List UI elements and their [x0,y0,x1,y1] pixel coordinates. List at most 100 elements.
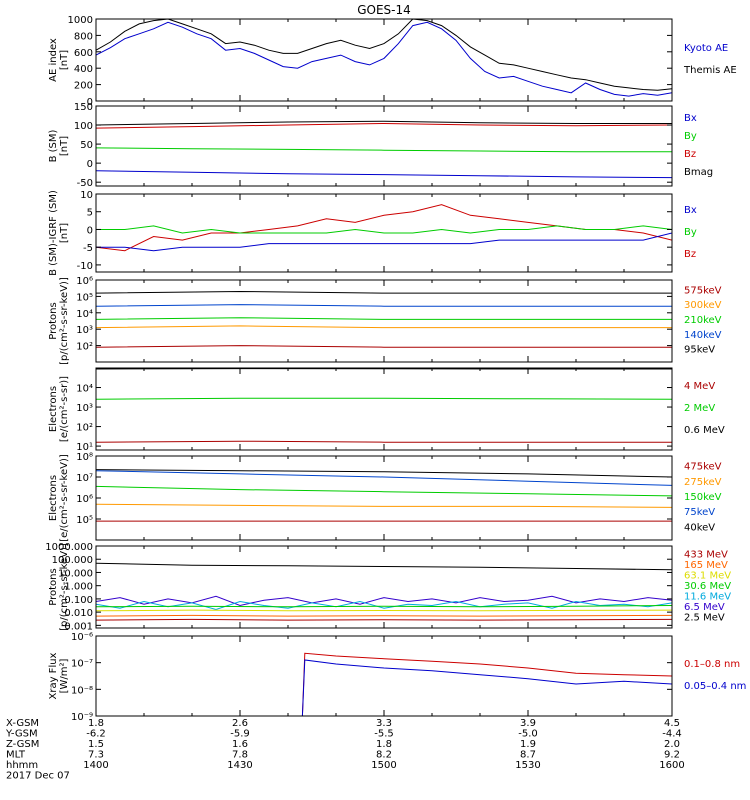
y-tick-label: 800 [74,31,93,42]
y-axis-label: [nT] [59,223,70,243]
y-tick-label: 5 [87,208,93,219]
x-row-value: 1530 [515,760,540,771]
y-axis-label: [p/(cm²-s-sr-keV)] [59,277,70,365]
series-line [96,605,672,608]
x-row-value: -6.2 [86,729,106,740]
y-tick-label: 10² [76,423,93,434]
legend-entry: By [684,131,697,142]
y-tick-label: 100.000 [52,555,93,566]
plot-title: GOES-14 [357,3,411,17]
panel-8: 10⁻⁹ 10⁻⁸ 10⁻⁷ 10⁻⁶ Xray Flux [W/m²] 0.1–0.8 n… [48,632,746,723]
y-tick-label: 200 [74,81,93,92]
series-line [301,652,672,716]
legend-entry: 165 MeV [684,560,728,571]
x-row-value: 8.7 [520,750,536,761]
y-axis-label: [nT] [59,50,70,70]
panel-frame [95,455,673,541]
legend-entry: 6.5 MeV [684,602,725,613]
y-axis-label: [nT] [59,136,70,156]
legend-entry: 140keV [684,330,722,341]
y-tick-label: -5 [83,243,93,254]
y-axis-label: Protons [48,568,59,605]
series-line [96,290,672,294]
y-tick-label: 10⁴ [76,309,93,320]
y-axis-label: B (SM)-IGRF (SM) [48,190,59,276]
y-tick-label: 10⁵ [76,292,93,303]
legend-entry: 0.1–0.8 nm [684,659,740,670]
panel-3: -10 -5 0 5 10 B (SM)-IGRF (SM) [nT] Bx By Bz [48,190,697,276]
x-row-value: 1.9 [520,739,536,750]
series-line [96,485,672,497]
x-row-value: 1430 [227,760,252,771]
legend-entry: 40keV [684,522,715,533]
series-line [96,170,672,179]
series-line [96,345,672,348]
series-line [96,304,672,307]
legend-entry: 4 MeV [684,381,715,392]
x-row-value: 1500 [371,760,396,771]
series-line [96,19,672,91]
series-line [96,317,672,320]
y-tick-label: 10⁵ [76,515,93,526]
y-tick-label: 10⁶ [76,276,93,287]
x-row-value: 1.6 [232,739,248,750]
y-tick-label: 10.000 [58,568,93,579]
x-row-value: 1600 [659,760,684,771]
series-line [96,503,672,508]
series-line [96,325,672,329]
series-line [96,232,672,252]
panel-frame [95,367,673,451]
y-tick-label: 100 [74,121,93,132]
panel-2: -50 0 50 100 150 B (SM) [nT] Bx By Bz Bmag [48,102,713,189]
series-line [96,120,672,126]
series-line [96,562,672,571]
panel-frame [95,105,673,187]
y-tick-label: 0 [87,97,93,108]
x-row-value: -5.5 [374,729,394,740]
series-line [96,614,672,617]
series-line [96,600,672,611]
panel-frame [95,18,673,102]
y-tick-label: 10⁷ [76,473,93,484]
series-line [96,470,672,486]
x-row-value: 2.0 [664,739,680,750]
y-tick-label: 10⁻⁹ [71,712,93,723]
date-label: 2017 Dec 07 [6,771,70,782]
y-axis-label: Electrons [48,475,59,521]
y-tick-label: 10⁻⁸ [71,685,93,696]
x-row-value: 4.5 [664,718,680,729]
x-row-value: 1.8 [376,739,392,750]
y-tick-label: 10⁶ [76,494,93,505]
y-tick-label: 400 [74,64,93,75]
series-line [96,469,672,478]
legend-entry: Bz [684,149,696,160]
panel-4: 10² 10³ 10⁴ 10⁵ 10⁶ Protons [p/(cm²-s-sr-keV)]… [48,276,722,365]
legend-entry: Bx [684,205,697,216]
legend-entry: Bmag [684,167,713,178]
panel-7: 0.001 0.010 0.100 1.000 10.000 100.000 1000.00… [45,542,731,632]
legend-entry: Bx [684,113,697,124]
legend-entry: 63.1 MeV [684,570,731,581]
y-axis-label: B (SM) [48,129,59,162]
y-axis-label: Electrons [48,386,59,432]
x-row-value: 1400 [83,760,108,771]
y-tick-label: 10⁸ [76,452,93,463]
legend-entry: Kyoto AE [684,43,728,54]
y-tick-label: -10 [77,261,93,272]
x-row-value: 3.3 [376,718,392,729]
x-row-label: Y-GSM [5,729,38,740]
panel-1: 0 200 400 600 800 1000 AE index [nT] Kyoto AE The… [48,15,737,108]
y-tick-label: 0 [87,159,93,170]
y-tick-label: 10¹ [76,442,93,453]
y-axis-label: [W/m²] [59,658,70,693]
x-row-value: 1.5 [88,739,104,750]
x-row-value: 9.2 [664,750,680,761]
legend-entry: 275keV [684,477,722,488]
legend-entry: 75keV [684,507,715,518]
legend-entry: 300keV [684,300,722,311]
legend-entry: 210keV [684,315,722,326]
legend-entry: 2.5 MeV [684,613,725,624]
legend-entry: Bz [684,249,696,260]
y-tick-label: 10⁴ [76,384,93,395]
